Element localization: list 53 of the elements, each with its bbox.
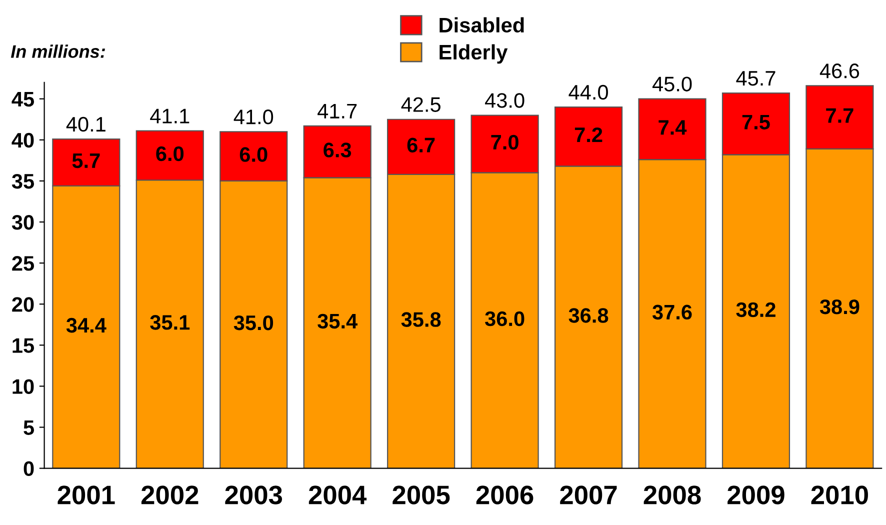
data-label: 6.3 bbox=[324, 142, 352, 158]
x-tick-label: 2008 bbox=[644, 486, 701, 504]
x-tick-label: 2004 bbox=[308, 486, 367, 504]
x-tick-label: 2007 bbox=[560, 486, 617, 504]
total-label: 43.0 bbox=[485, 93, 524, 108]
total-label: 41.1 bbox=[150, 108, 190, 124]
data-label: 34.4 bbox=[66, 318, 106, 333]
y-tick-label: 25 bbox=[12, 256, 34, 271]
legend-label: Disabled bbox=[440, 17, 524, 33]
data-label: 5.7 bbox=[72, 154, 100, 168]
y-tick-label: 10 bbox=[12, 379, 34, 394]
x-tick-label: 2010 bbox=[811, 486, 868, 504]
data-label: 36.8 bbox=[568, 308, 608, 323]
data-label: 7.4 bbox=[658, 120, 687, 135]
x-tick-label: 2005 bbox=[392, 486, 450, 504]
x-tick-label: 2009 bbox=[728, 486, 784, 504]
y-tick-label: 45 bbox=[12, 92, 34, 107]
total-label: 45.0 bbox=[652, 76, 692, 92]
y-tick-label: 0 bbox=[24, 461, 34, 476]
data-label: 7.0 bbox=[491, 134, 518, 150]
data-label: 7.2 bbox=[574, 127, 602, 142]
data-label: 38.2 bbox=[736, 302, 776, 318]
x-tick-label: 2003 bbox=[225, 486, 282, 504]
total-label: 42.5 bbox=[401, 97, 440, 112]
x-tick-label: 2006 bbox=[476, 486, 534, 504]
data-label: 38.9 bbox=[820, 299, 860, 314]
data-label: 35.0 bbox=[234, 315, 274, 330]
total-label: 40.1 bbox=[66, 116, 106, 132]
y-tick-label: 40 bbox=[12, 132, 34, 148]
total-label: 45.7 bbox=[736, 71, 776, 86]
data-label: 7.7 bbox=[826, 108, 854, 123]
x-tick-label: 2002 bbox=[141, 486, 198, 504]
data-label: 6.7 bbox=[407, 138, 435, 152]
x-tick-label: 2001 bbox=[58, 486, 115, 504]
y-tick-label: 5 bbox=[24, 420, 34, 436]
total-label: 41.7 bbox=[318, 104, 357, 118]
data-label: 6.0 bbox=[156, 146, 184, 162]
y-tick-label: 35 bbox=[12, 174, 34, 189]
data-label: 37.6 bbox=[652, 304, 692, 320]
data-label: 35.8 bbox=[401, 312, 441, 327]
data-label: 35.4 bbox=[318, 314, 358, 329]
total-label: 44.0 bbox=[568, 84, 608, 100]
y-tick-label: 20 bbox=[12, 297, 34, 312]
legend-label: Elderly bbox=[440, 44, 508, 64]
data-label: 6.0 bbox=[240, 147, 268, 162]
data-label: 35.1 bbox=[150, 315, 190, 330]
y-tick-label: 30 bbox=[12, 215, 34, 230]
total-label: 41.0 bbox=[234, 110, 274, 124]
y-tick-label: 15 bbox=[12, 338, 34, 353]
text: In millions: bbox=[10, 44, 106, 58]
data-label: 7.5 bbox=[742, 114, 770, 130]
total-label: 46.6 bbox=[820, 64, 860, 78]
data-label: 36.0 bbox=[485, 311, 524, 326]
